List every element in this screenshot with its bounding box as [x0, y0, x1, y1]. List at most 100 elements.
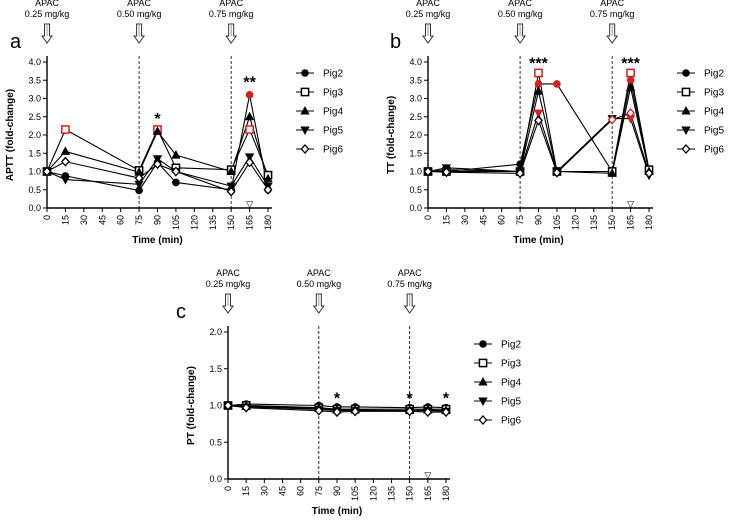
legend-entry: Pig4 — [474, 376, 521, 389]
legend-entry: Pig6 — [296, 144, 343, 156]
data-point-pig4 — [263, 173, 273, 183]
legend-label: Pig5 — [323, 126, 343, 137]
legend-marker — [301, 69, 309, 77]
series-line-pig2 — [46, 94, 269, 192]
dose-arrow-icon — [225, 23, 238, 44]
legend-label: Pig6 — [323, 145, 343, 156]
dose-arrow-icon — [606, 23, 619, 44]
legend-entry: Pig5 — [296, 126, 343, 137]
data-point-pig6 — [42, 166, 52, 177]
legend-entry: Pig4 — [296, 105, 343, 118]
y-tick-label: 2.0 — [209, 327, 222, 337]
significance-marker: *** — [529, 56, 548, 73]
y-tick-label: 0.5 — [409, 185, 422, 195]
data-point-pig6 — [441, 167, 451, 178]
x-tick-label: 150 — [405, 486, 415, 501]
legend-entry: Pig4 — [677, 105, 724, 118]
x-axis-label: Time (min) — [513, 235, 563, 246]
data-point-pig4 — [607, 168, 617, 177]
y-tick-label: 2.5 — [409, 112, 422, 122]
legend-marker — [478, 397, 488, 407]
panel-label: b — [390, 31, 401, 53]
open-triangle-icon: ▽ — [246, 199, 253, 209]
data-point-pig6 — [441, 407, 451, 418]
data-point-pig6 — [134, 173, 144, 184]
legend-marker — [478, 415, 488, 425]
legend-label: Pig4 — [704, 107, 724, 118]
legend-marker — [300, 126, 310, 136]
legend-label: Pig4 — [501, 378, 521, 389]
data-point-pig6 — [60, 156, 70, 167]
data-point-pig6 — [314, 405, 324, 416]
legend-marker — [479, 340, 487, 348]
y-tick-label: 2.0 — [409, 130, 422, 140]
legend-entry: Pig3 — [677, 88, 724, 99]
legend-entry: Pig2 — [474, 340, 521, 351]
dose-label-title: APAC — [216, 268, 240, 278]
x-tick-label: 15 — [441, 215, 451, 225]
data-point-pig3 — [534, 68, 543, 78]
data-point-pig6 — [241, 402, 251, 413]
data-point-pig5 — [152, 155, 163, 164]
legend-marker — [478, 358, 488, 368]
x-tick-label: 105 — [171, 215, 181, 230]
data-point-pig4 — [625, 82, 636, 92]
data-point-pig4 — [152, 126, 163, 135]
legend-entry: Pig3 — [474, 359, 521, 370]
legend-label: Pig2 — [704, 69, 724, 80]
y-axis-label: TT (fold-change) — [386, 96, 397, 174]
y-tick-label: 1.0 — [209, 401, 222, 411]
x-tick-label: 90 — [332, 486, 342, 496]
x-tick-label: 165 — [245, 215, 255, 230]
x-tick-label: 60 — [116, 215, 126, 225]
legend-marker — [681, 87, 691, 97]
significance-marker: * — [443, 390, 450, 407]
data-point-pig5 — [226, 182, 236, 192]
y-tick-label: 3.5 — [409, 75, 422, 85]
legend-entry: Pig2 — [296, 69, 343, 80]
data-point-pig6 — [245, 157, 255, 168]
series-line-pig5 — [427, 111, 650, 176]
legend-label: Pig6 — [704, 145, 724, 156]
dose-arrow-icon — [403, 293, 416, 314]
y-axis-label: PT (fold-change) — [186, 366, 197, 445]
x-tick-label: 150 — [226, 215, 236, 230]
y-tick-label: 3.5 — [28, 75, 41, 85]
data-point-pig2 — [172, 178, 180, 187]
x-tick-label: 0 — [423, 215, 433, 220]
y-tick-label: 1.5 — [28, 148, 41, 158]
x-tick-label: 135 — [589, 215, 599, 230]
y-tick-label: 4.0 — [28, 57, 41, 67]
x-tick-label: 15 — [241, 486, 251, 496]
legend-label: Pig2 — [501, 340, 521, 351]
panel-label: c — [176, 301, 186, 323]
y-tick-label: 1.0 — [28, 167, 41, 177]
dose-arrow-icon — [312, 293, 325, 314]
legend-marker — [300, 144, 310, 154]
data-point-pig6 — [223, 400, 233, 411]
data-point-pig4 — [533, 86, 544, 95]
data-point-pig6 — [405, 406, 415, 417]
y-tick-label: 1.0 — [409, 167, 422, 177]
y-tick-label: 0.5 — [209, 437, 222, 447]
x-tick-label: 90 — [153, 215, 163, 225]
dose-label-title: APAC — [219, 0, 243, 8]
dose-label-title: APAC — [508, 0, 532, 8]
dose-arrow-icon — [422, 23, 434, 44]
x-tick-label: 30 — [460, 215, 470, 225]
legend-label: Pig5 — [501, 397, 521, 408]
x-tick-label: 120 — [368, 486, 378, 501]
data-point-pig6 — [350, 406, 360, 417]
x-tick-label: 0 — [42, 215, 52, 220]
significance-marker: * — [407, 390, 414, 407]
legend-marker — [478, 376, 488, 386]
open-triangle-icon: ▽ — [424, 470, 431, 480]
x-tick-label: 135 — [387, 486, 397, 501]
data-point-pig6 — [171, 166, 181, 177]
legend-label: Pig3 — [501, 359, 521, 370]
y-tick-label: 3.0 — [409, 94, 422, 104]
significance-marker: * — [154, 111, 161, 128]
x-axis-label: Time (min) — [132, 235, 182, 246]
x-tick-label: 135 — [208, 215, 218, 230]
x-tick-label: 165 — [423, 486, 433, 501]
